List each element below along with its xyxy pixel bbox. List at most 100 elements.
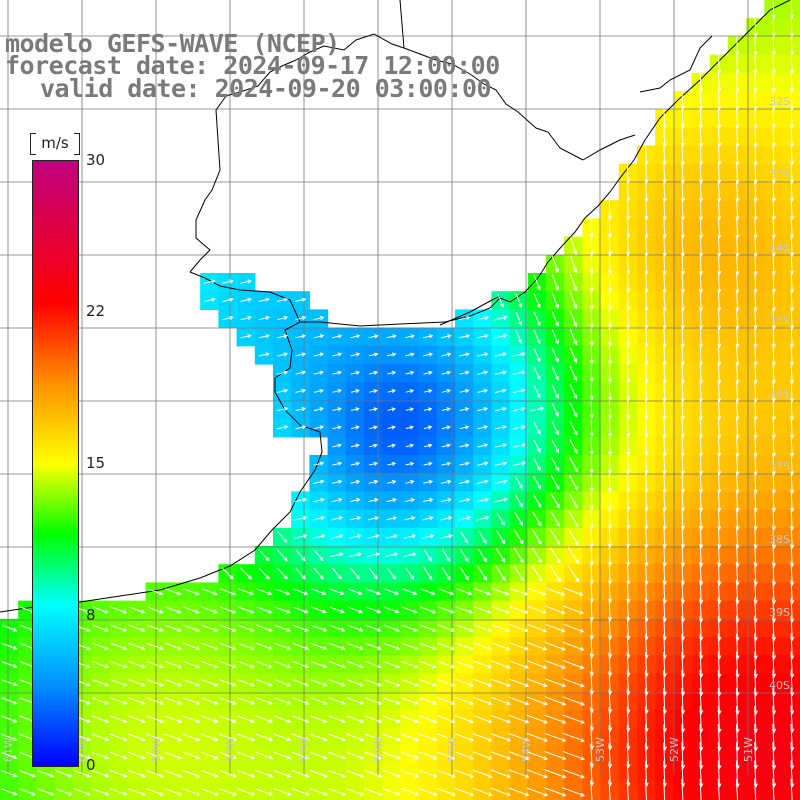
wind-vector-arrow bbox=[146, 606, 164, 614]
wind-vector-arrow bbox=[436, 769, 456, 778]
wind-vector-arrow bbox=[607, 419, 613, 438]
wind-vector-arrow bbox=[459, 566, 469, 581]
wind-vector-arrow bbox=[644, 345, 649, 366]
wind-vector-arrow bbox=[200, 679, 219, 687]
wind-vector-arrow bbox=[350, 370, 361, 375]
wind-vector-arrow bbox=[626, 272, 631, 293]
wind-vector-arrow bbox=[291, 733, 310, 742]
wind-vector-arrow bbox=[200, 697, 219, 705]
wind-vector-arrow bbox=[789, 381, 795, 403]
wind-vector-arrow bbox=[526, 769, 549, 779]
wind-vector-arrow bbox=[549, 565, 561, 583]
wind-vector-arrow bbox=[568, 492, 579, 509]
wind-vector-arrow bbox=[626, 327, 631, 348]
wind-vector-arrow bbox=[310, 769, 328, 778]
wind-vector-arrow bbox=[423, 407, 433, 412]
wind-vector-arrow bbox=[459, 443, 470, 448]
wind-vector-arrow bbox=[644, 418, 649, 439]
wind-vector-arrow bbox=[533, 348, 541, 363]
wind-vector-arrow bbox=[753, 72, 758, 93]
wind-vector-arrow bbox=[277, 531, 288, 543]
wind-vector-arrow bbox=[436, 787, 456, 796]
wind-vector-arrow bbox=[423, 443, 433, 448]
wind-vector-arrow bbox=[533, 274, 541, 291]
wind-vector-arrow bbox=[295, 334, 307, 339]
wind-vector-arrow bbox=[201, 606, 219, 614]
wind-vector-arrow bbox=[146, 679, 164, 687]
wind-vector-arrow bbox=[735, 399, 740, 421]
wind-vector-arrow bbox=[735, 54, 740, 74]
wind-vector-arrow bbox=[276, 406, 289, 412]
wind-vector-arrow bbox=[165, 588, 182, 596]
wind-vector-arrow bbox=[182, 642, 201, 651]
wind-vector-arrow bbox=[569, 420, 578, 436]
wind-vector-arrow bbox=[164, 606, 182, 614]
wind-vector-arrow bbox=[346, 751, 365, 760]
wind-vector-arrow bbox=[589, 309, 594, 329]
wind-vector-arrow bbox=[509, 624, 529, 633]
wind-vector-arrow bbox=[273, 788, 292, 796]
wind-vector-arrow bbox=[626, 490, 631, 512]
wind-vector-arrow bbox=[1, 624, 18, 632]
wind-vector-arrow bbox=[366, 588, 381, 595]
wind-vector-arrow bbox=[607, 309, 613, 329]
wind-vector-arrow bbox=[364, 660, 383, 669]
wind-vector-arrow bbox=[789, 72, 795, 93]
wind-vector-arrow bbox=[680, 454, 685, 476]
wind-vector-arrow bbox=[476, 497, 490, 503]
wind-vector-arrow bbox=[735, 72, 740, 93]
wind-vector-arrow bbox=[350, 461, 361, 466]
wind-vector-arrow bbox=[164, 715, 183, 723]
wind-vector-arrow bbox=[423, 389, 433, 394]
wind-vector-arrow bbox=[295, 315, 307, 321]
wind-vector-arrow bbox=[545, 642, 566, 651]
wind-vector-arrow bbox=[368, 461, 379, 466]
wind-vector-arrow bbox=[219, 697, 237, 705]
wind-vector-arrow bbox=[401, 660, 419, 669]
wind-vector-arrow bbox=[626, 454, 631, 475]
wind-vector-arrow bbox=[789, 199, 795, 221]
wind-vector-arrow bbox=[494, 461, 508, 466]
wind-vector-arrow bbox=[419, 660, 437, 669]
wind-vector-arrow bbox=[662, 454, 667, 475]
wind-vector-arrow bbox=[789, 54, 795, 74]
wind-vector-arrow bbox=[439, 534, 454, 539]
wind-vector-arrow bbox=[662, 418, 667, 439]
wind-vector-arrow bbox=[551, 366, 559, 381]
wind-vector-arrow bbox=[568, 528, 579, 546]
wind-vector-arrow bbox=[772, 778, 775, 800]
wind-vector-arrow bbox=[110, 642, 128, 651]
wind-vector-arrow bbox=[255, 733, 274, 742]
wind-vector-arrow bbox=[423, 370, 433, 375]
wind-vector-arrow bbox=[237, 788, 255, 796]
wind-vector-arrow bbox=[680, 436, 685, 457]
wind-vector-arrow bbox=[589, 455, 594, 474]
wind-vector-arrow bbox=[490, 769, 512, 779]
wind-vector-arrow bbox=[346, 715, 365, 723]
wind-vector-arrow bbox=[382, 788, 401, 796]
wind-vector-arrow bbox=[386, 498, 397, 503]
wind-vector-arrow bbox=[310, 697, 328, 705]
colorbar-tick-8: 8 bbox=[86, 606, 96, 624]
wind-vector-arrow bbox=[533, 293, 541, 309]
wind-vector-arrow bbox=[459, 370, 470, 375]
wind-vector-arrow bbox=[331, 334, 343, 339]
wind-vector-arrow bbox=[512, 443, 526, 448]
wind-vector-arrow bbox=[1, 679, 18, 687]
wind-vector-arrow bbox=[440, 497, 453, 503]
wind-vector-arrow bbox=[662, 363, 667, 384]
wind-vector-arrow bbox=[382, 715, 401, 723]
wind-vector-arrow bbox=[110, 660, 128, 669]
wind-vector-arrow bbox=[387, 370, 397, 375]
wind-vector-arrow bbox=[350, 479, 361, 484]
wind-vector-arrow bbox=[347, 606, 364, 614]
wind-vector-arrow bbox=[182, 751, 201, 760]
wind-vector-arrow bbox=[626, 345, 631, 366]
wind-vector-arrow bbox=[717, 381, 722, 403]
wind-vector-arrow bbox=[589, 401, 594, 419]
wind-vector-arrow bbox=[790, 778, 793, 800]
wind-vector-arrow bbox=[418, 697, 438, 705]
wind-vector-arrow bbox=[364, 733, 383, 742]
wind-vector-arrow bbox=[544, 696, 567, 706]
wind-vector-arrow bbox=[771, 54, 776, 74]
